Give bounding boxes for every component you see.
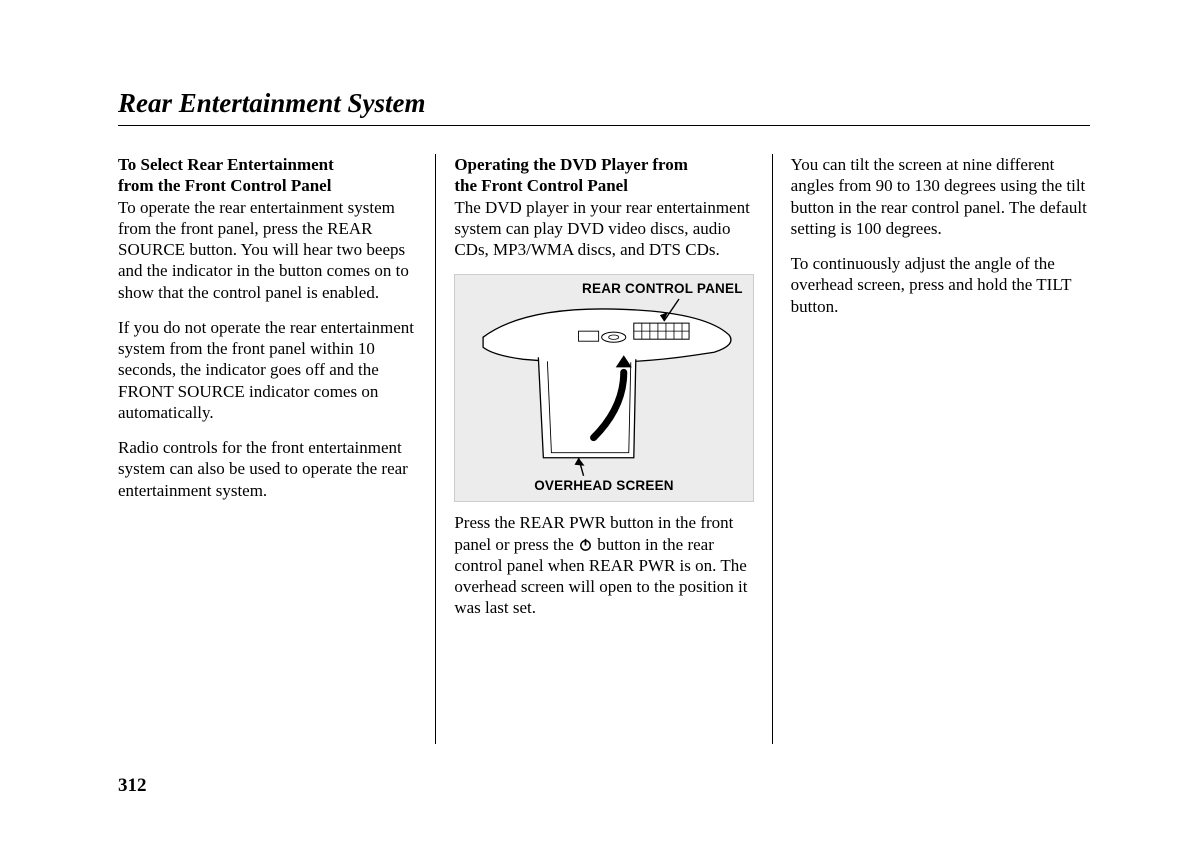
col1-p1-text: To operate the rear entertainment system… <box>118 198 409 302</box>
col1-heading-line2: from the Front Control Panel <box>118 176 331 195</box>
col1-heading-line1: To Select Rear Entertainment <box>118 155 334 174</box>
page-number: 312 <box>118 775 147 797</box>
column-2: Operating the DVD Player from the Front … <box>436 154 771 744</box>
column-3: You can tilt the screen at nine differen… <box>773 154 1090 744</box>
col2-p1-text: The DVD player in your rear entertainmen… <box>454 198 750 260</box>
overhead-screen-illustration <box>463 297 744 478</box>
title-underline <box>118 125 1090 126</box>
page-title: Rear Entertainment System <box>118 88 1090 119</box>
col2-heading-line1: Operating the DVD Player from <box>454 155 688 174</box>
col2-heading-line2: the Front Control Panel <box>454 176 628 195</box>
three-column-layout: To Select Rear Entertainment from the Fr… <box>118 154 1090 744</box>
rear-control-panel-figure: REAR CONTROL PANEL <box>454 274 753 502</box>
section-operating-dvd: Operating the DVD Player from the Front … <box>454 154 753 260</box>
column-1: To Select Rear Entertainment from the Fr… <box>118 154 435 744</box>
col2-p2: Press the REAR PWR button in the front p… <box>454 512 753 618</box>
figure-label-top: REAR CONTROL PANEL <box>582 281 743 298</box>
col3-p2: To continuously adjust the angle of the … <box>791 253 1090 317</box>
power-icon <box>578 537 593 552</box>
col1-p3: Radio controls for the front entertainme… <box>118 437 417 501</box>
figure-label-bottom: OVERHEAD SCREEN <box>455 478 752 495</box>
col3-p1: You can tilt the screen at nine differen… <box>791 154 1090 239</box>
col1-p2: If you do not operate the rear entertain… <box>118 317 417 423</box>
manual-page: Rear Entertainment System To Select Rear… <box>0 0 1200 859</box>
section-select-rear: To Select Rear Entertainment from the Fr… <box>118 154 417 303</box>
